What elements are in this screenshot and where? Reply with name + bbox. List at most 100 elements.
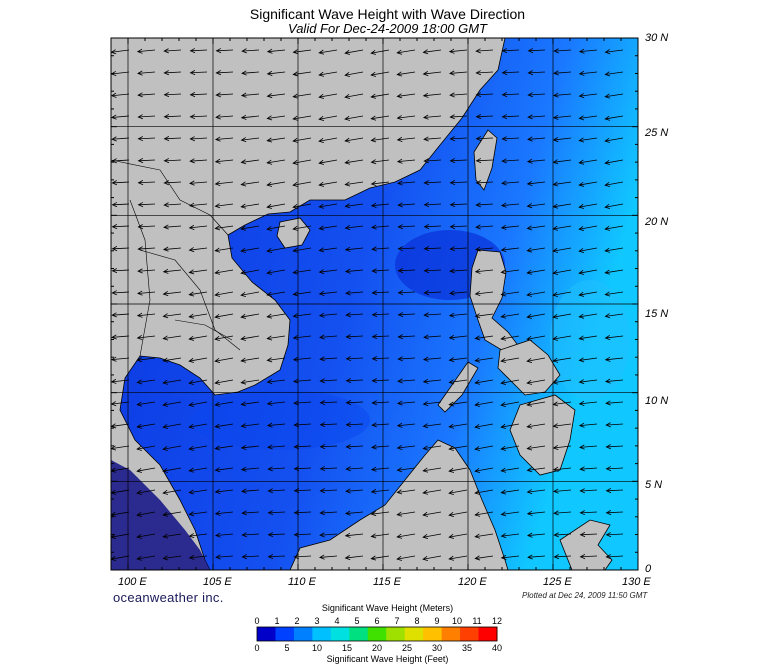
wave-direction-arrow <box>137 158 156 164</box>
wave-direction-arrow <box>370 533 390 539</box>
wave-direction-arrow <box>605 532 624 538</box>
wave-direction-arrow <box>319 400 338 406</box>
wave-direction-arrow <box>422 445 442 451</box>
land-sulawesi <box>559 519 613 570</box>
wave-direction-arrow <box>604 71 624 77</box>
wave-direction-arrow <box>266 203 286 209</box>
wave-direction-arrow <box>552 313 572 319</box>
wave-direction-arrow <box>397 334 416 340</box>
wave-direction-arrow <box>396 93 416 99</box>
wave-direction-arrow <box>371 444 390 450</box>
wave-direction-arrow <box>344 555 364 561</box>
wave-direction-arrow <box>500 533 520 539</box>
lat-label-5n: 5 N <box>645 479 663 491</box>
wave-direction-arrow <box>422 423 442 429</box>
wave-direction-arrow <box>397 268 416 274</box>
colorbar-swatch <box>257 627 276 641</box>
wave-direction-arrow <box>136 379 156 385</box>
colorbar-tick-meters: 9 <box>434 616 439 626</box>
colorbar-tick-meters: 1 <box>274 616 279 626</box>
wave-direction-arrow <box>397 290 416 296</box>
colorbar-swatch <box>330 627 350 641</box>
colorbar-tick-meters: 5 <box>354 616 359 626</box>
wave-direction-arrow <box>214 379 234 385</box>
wave-direction-arrow <box>240 335 260 341</box>
lat-label-30n: 30 N <box>645 32 669 44</box>
wave-direction-arrow <box>423 136 442 142</box>
wave-direction-arrow <box>293 554 312 560</box>
wave-direction-arrow <box>526 313 546 319</box>
wave-direction-arrow <box>500 224 520 230</box>
colorbar-tick-meters: 10 <box>452 616 462 626</box>
wave-direction-arrow <box>136 334 156 341</box>
wave-direction-arrow <box>553 532 572 538</box>
wave-direction-arrow <box>371 334 390 340</box>
wave-direction-arrow <box>422 92 442 98</box>
wave-height-map <box>110 37 639 571</box>
wave-direction-arrow <box>500 291 520 297</box>
wave-direction-arrow <box>214 158 234 164</box>
wave-direction-arrow <box>527 136 546 142</box>
wave-direction-arrow <box>344 203 364 209</box>
land-asia <box>111 38 506 570</box>
wave-direction-arrow <box>240 379 260 385</box>
wave-direction-arrow <box>266 269 286 275</box>
wave-direction-arrow <box>475 114 494 120</box>
wave-direction-arrow <box>396 49 416 55</box>
wave-direction-arrow <box>371 400 390 406</box>
wave-direction-arrow <box>578 400 598 406</box>
wave-direction-arrow <box>319 532 338 538</box>
wave-direction-arrow <box>214 467 234 473</box>
wave-direction-arrow <box>448 423 468 429</box>
wave-direction-arrow <box>162 423 182 429</box>
wave-direction-arrow <box>371 290 390 296</box>
wave-direction-arrow <box>240 137 260 143</box>
wave-direction-arrow <box>214 335 234 341</box>
wave-direction-arrow <box>163 70 182 76</box>
wave-direction-arrow <box>344 225 364 231</box>
wave-direction-arrow <box>474 246 494 252</box>
wave-direction-arrow <box>526 423 546 429</box>
wave-direction-arrow <box>292 49 312 55</box>
wave-direction-arrow <box>111 70 130 77</box>
wave-direction-arrow <box>214 357 234 363</box>
wave-direction-arrow <box>292 225 312 231</box>
wave-direction-arrow <box>474 291 494 297</box>
wave-direction-arrow <box>345 488 364 494</box>
wave-direction-arrow <box>162 268 182 274</box>
wave-direction-arrow <box>240 203 260 209</box>
wave-direction-arrow <box>111 312 130 318</box>
wave-direction-arrow <box>527 70 546 76</box>
wave-direction-arrow <box>344 159 364 165</box>
wave-direction-arrow <box>188 357 208 363</box>
wave-direction-arrow <box>526 180 546 186</box>
wave-direction-arrow <box>422 401 442 407</box>
wave-direction-arrow <box>475 202 494 208</box>
wave-direction-arrow <box>604 247 624 253</box>
wave-direction-arrow <box>605 488 624 494</box>
wave-direction-arrow <box>163 114 182 120</box>
wave-direction-arrow <box>370 115 390 121</box>
wave-direction-arrow <box>266 225 286 231</box>
wave-direction-arrow <box>552 335 572 341</box>
wave-direction-arrow <box>604 115 624 121</box>
wave-direction-arrow <box>293 444 312 450</box>
colorbar-tick-feet: 15 <box>342 643 352 653</box>
colorbar-swatch <box>423 627 443 641</box>
wave-direction-arrow <box>422 49 442 55</box>
wave-direction-arrow <box>604 313 624 319</box>
wave-direction-arrow <box>500 379 520 385</box>
wave-direction-arrow <box>111 290 130 296</box>
wave-direction-arrow <box>370 466 390 472</box>
wave-direction-arrow <box>345 356 364 362</box>
wave-direction-arrow <box>319 334 338 340</box>
wave-direction-arrow <box>214 269 234 275</box>
wave-direction-arrow <box>448 379 468 385</box>
wave-direction-arrow <box>501 92 520 98</box>
wave-direction-arrow <box>552 181 572 187</box>
wave-direction-arrow <box>553 48 572 54</box>
wave-direction-arrow <box>501 158 520 164</box>
wave-direction-arrow <box>111 224 130 230</box>
colorbar-tick-feet: 10 <box>312 643 322 653</box>
wave-direction-arrow <box>215 114 234 120</box>
